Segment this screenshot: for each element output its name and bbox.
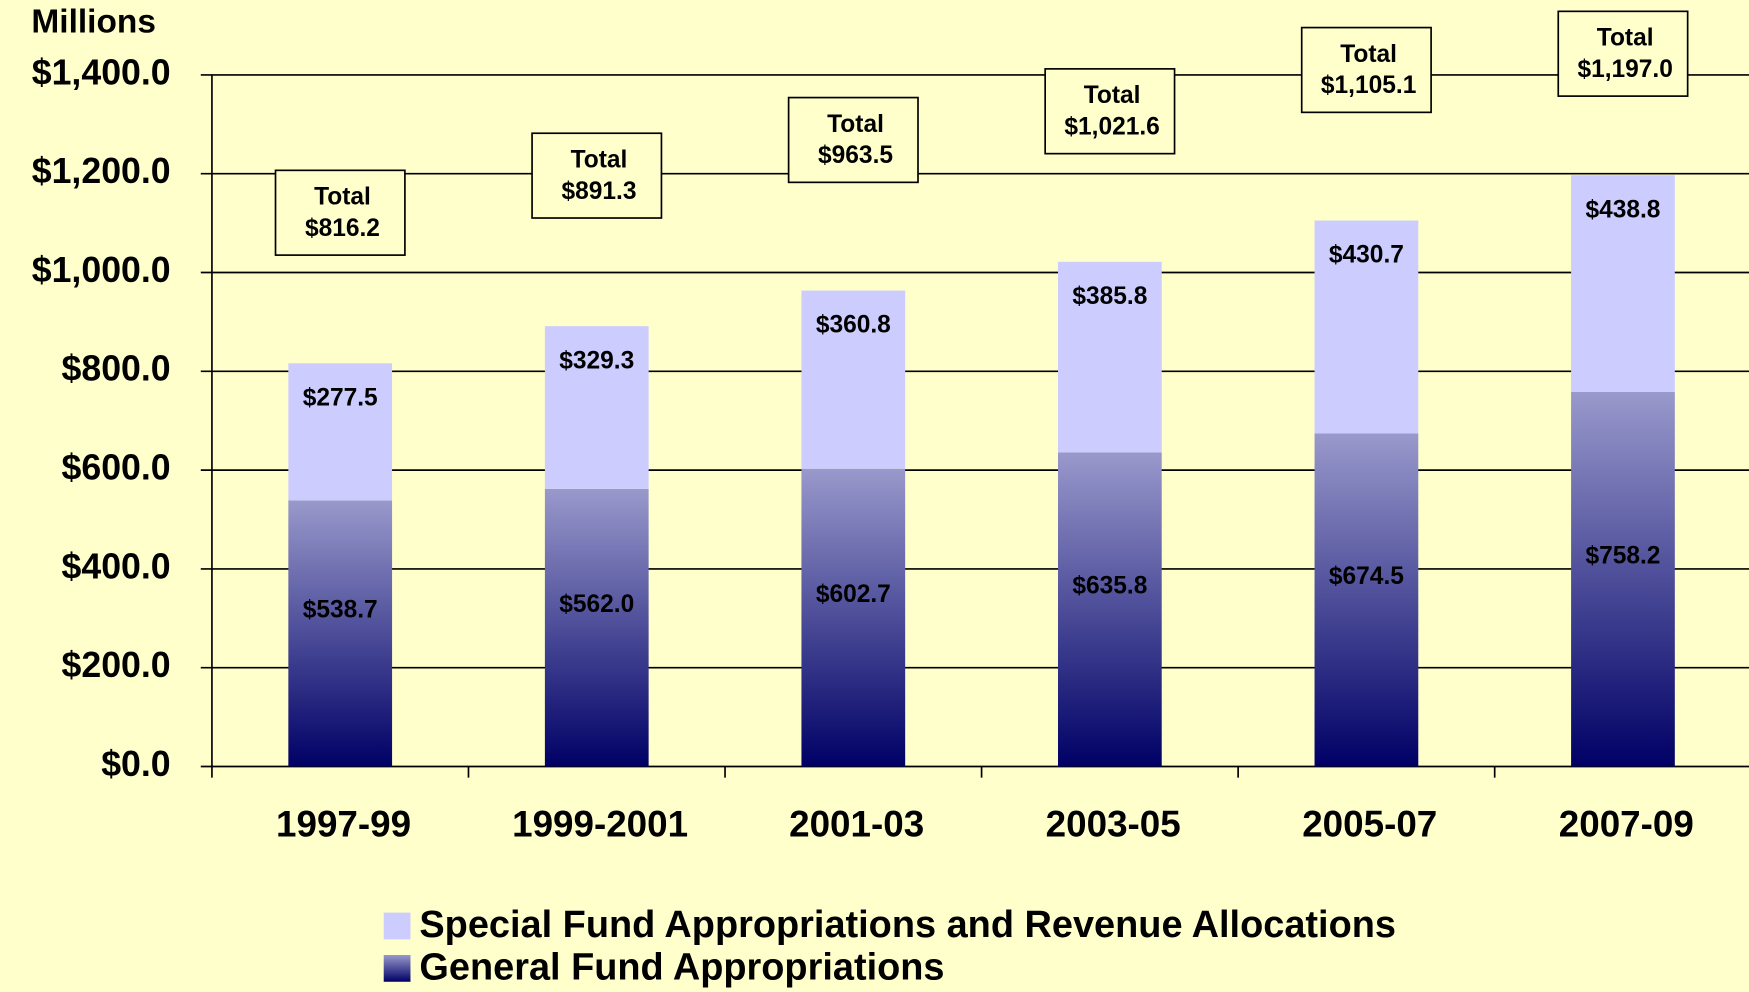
value-label: $360.8 — [816, 312, 891, 339]
bar-segment — [801, 468, 906, 767]
total-box — [787, 96, 919, 184]
y-tick-label: $200.0 — [62, 645, 171, 685]
x-tick-label: 2003-05 — [1046, 803, 1181, 844]
value-label: $758.2 — [1585, 542, 1660, 569]
total-box — [1044, 68, 1176, 155]
y-tick-label: $400.0 — [62, 546, 171, 586]
legend-swatch — [383, 912, 411, 940]
y-tick-label: $800.0 — [62, 349, 171, 389]
bar-segment — [1571, 391, 1675, 767]
y-tick-label: $0.0 — [101, 744, 170, 784]
value-label: $277.5 — [303, 384, 378, 411]
value-label: $538.7 — [303, 597, 378, 624]
value-label: $674.5 — [1329, 563, 1404, 590]
x-tick-label: 2001-03 — [789, 803, 924, 844]
bar-segment — [288, 500, 393, 767]
total-box — [1300, 26, 1432, 114]
value-label: $430.7 — [1329, 242, 1404, 269]
value-label: $329.3 — [559, 347, 634, 374]
total-label: Total — [314, 184, 371, 211]
value-label: $385.8 — [1072, 283, 1147, 310]
x-tick-label: 2007-09 — [1559, 803, 1694, 844]
legend-swatch — [383, 955, 411, 982]
y-tick-label: $1,200.0 — [32, 151, 171, 191]
x-tick-label: 1999-2001 — [512, 803, 688, 844]
total-value: $891.3 — [561, 178, 636, 205]
total-box — [531, 132, 663, 219]
bar-segment — [288, 363, 393, 501]
total-value: $816.2 — [305, 215, 380, 242]
value-label: $602.7 — [816, 581, 891, 608]
total-label: Total — [1084, 82, 1141, 109]
total-label: Total — [827, 111, 884, 138]
x-tick-label: 2005-07 — [1302, 803, 1437, 844]
bar-segment — [1314, 220, 1419, 434]
value-label: $562.0 — [559, 591, 634, 618]
y-tick-label: $1,400.0 — [32, 52, 171, 92]
y-tick-label: $600.0 — [62, 448, 171, 488]
legend-label: General Fund Appropriations — [419, 947, 944, 989]
total-box — [1557, 10, 1689, 97]
bar-segment — [1314, 433, 1419, 767]
total-box — [274, 169, 406, 256]
legend-label: Special Fund Appropriations and Revenue … — [419, 904, 1396, 946]
bar-segment — [801, 290, 906, 469]
bar-segment — [544, 326, 649, 489]
x-tick-label: 1997-99 — [276, 803, 411, 844]
total-value: $1,105.1 — [1321, 72, 1416, 99]
total-label: Total — [1597, 25, 1654, 52]
total-value: $1,021.6 — [1064, 113, 1159, 140]
bar-segment — [1571, 175, 1675, 392]
total-value: $1,197.0 — [1577, 56, 1672, 83]
total-label: Total — [571, 147, 628, 174]
bar-segment — [544, 488, 649, 767]
value-label: $635.8 — [1072, 573, 1147, 600]
total-value: $963.5 — [818, 142, 893, 169]
bar-segment — [1057, 261, 1162, 453]
y-axis-label: Millions — [31, 3, 156, 40]
total-label: Total — [1340, 41, 1397, 68]
y-tick-label: $1,000.0 — [32, 250, 171, 290]
value-label: $438.8 — [1585, 196, 1660, 223]
bar-segment — [1057, 452, 1162, 767]
